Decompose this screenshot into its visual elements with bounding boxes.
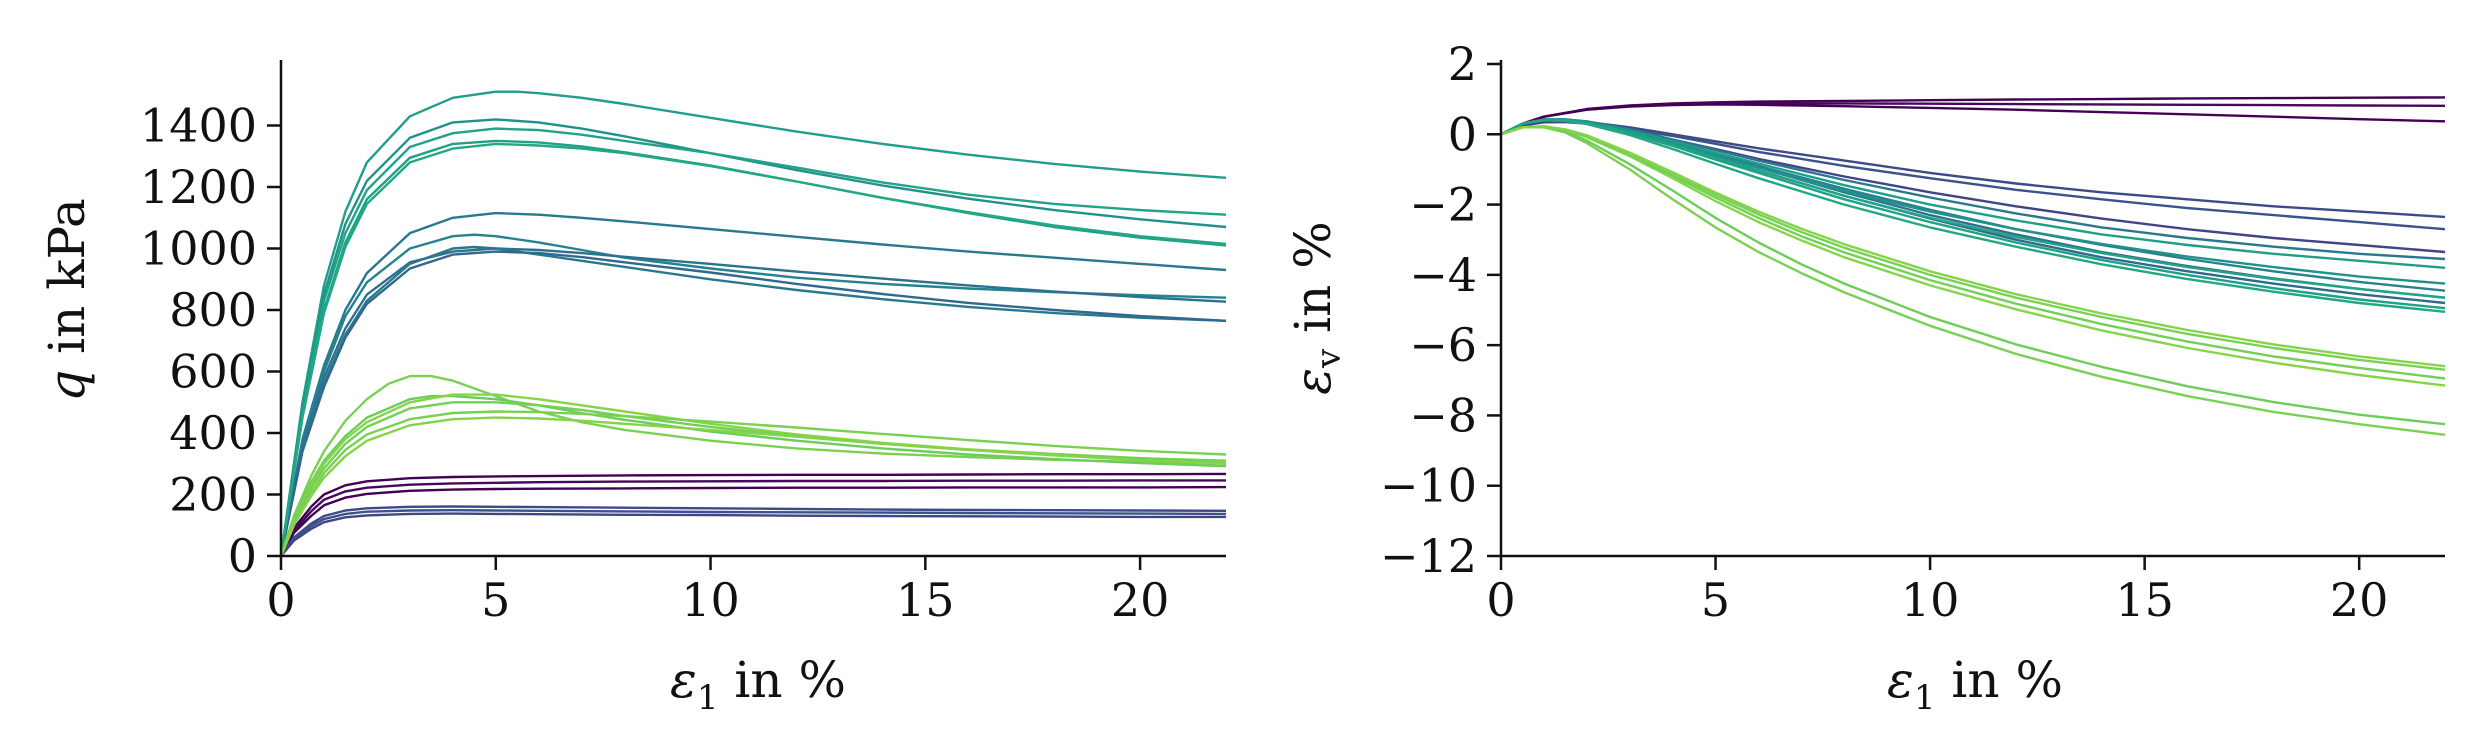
left-series-line-4 [280,509,1227,557]
left-y-tick-label: 600 [169,345,257,399]
left-y-tick-label: 0 [228,529,257,583]
right-y-tick-label: −4 [1409,248,1477,302]
left-series-line-15 [279,142,1227,557]
left-series-line-3 [280,505,1227,557]
left-x-tick-label: 5 [481,573,510,627]
left-series-line-5 [280,512,1226,557]
left-x-tick-label: 15 [896,573,955,627]
right-y-tick-label: −6 [1409,318,1477,372]
left-series-line-21 [279,416,1227,557]
left-series-line-20 [279,410,1227,557]
left-series-line-7 [279,233,1227,557]
left-series-line-11 [279,90,1227,557]
right-series-line-11 [1500,118,2446,285]
left-series-line-0 [279,472,1227,557]
left-series-line-17 [279,394,1227,557]
left-series-line-12 [279,118,1227,557]
right-series-line-13 [1500,118,2446,310]
left-x-tick-label: 20 [1111,573,1170,627]
left-series-line-9 [279,245,1227,557]
left-x-axis-label: ε1 in % [670,651,846,718]
left-series-line-10 [279,250,1227,557]
left-series-layer [279,90,1227,557]
right-series-line-2 [1500,103,2446,136]
left-y-tick-label: 200 [169,468,257,522]
right-y-tick-label: 2 [1448,37,1477,91]
right-series-line-14 [1500,119,2446,313]
right-y-tick-label: 0 [1448,107,1477,161]
right-series-line-5 [1500,120,2446,254]
right-x-tick-label: 0 [1486,573,1515,627]
left-y-axis-label: q in kPa [38,198,96,402]
right-series-line-10 [1500,118,2446,269]
left-series-line-8 [279,247,1227,557]
left-x-tick-label: 0 [266,573,295,627]
left-series-line-13 [279,127,1227,557]
right-x-axis-label: ε1 in % [1887,651,2063,718]
left-y-tick-label: 1200 [140,160,257,214]
left-y-tick-label: 800 [169,283,257,337]
right-y-tick-label: −2 [1409,178,1477,232]
left-y-tick-label: 1400 [140,99,257,153]
right-series-line-16 [1500,125,2446,426]
left-y-tick-label: 1000 [140,222,257,276]
left-series-line-6 [279,211,1227,557]
left-x-tick-label: 10 [681,573,740,627]
right-series-layer [1500,96,2446,436]
left-series-line-1 [279,479,1226,557]
right-x-tick-label: 15 [2115,573,2174,627]
right-series-line-20 [1500,125,2446,368]
left-series-line-2 [279,485,1227,557]
left-series-line-14 [279,139,1227,557]
right-x-tick-label: 20 [2330,573,2389,627]
right-x-tick-label: 10 [1901,573,1960,627]
left-y-tick-label: 400 [169,406,257,460]
right-y-axis-label: εv in % [1284,221,1349,395]
right-x-tick-label: 5 [1701,573,1730,627]
right-y-tick-label: −8 [1409,388,1477,442]
left-series-line-16 [279,374,1227,557]
right-y-tick-label: −12 [1380,529,1477,583]
right-y-tick-label: −10 [1380,459,1477,513]
